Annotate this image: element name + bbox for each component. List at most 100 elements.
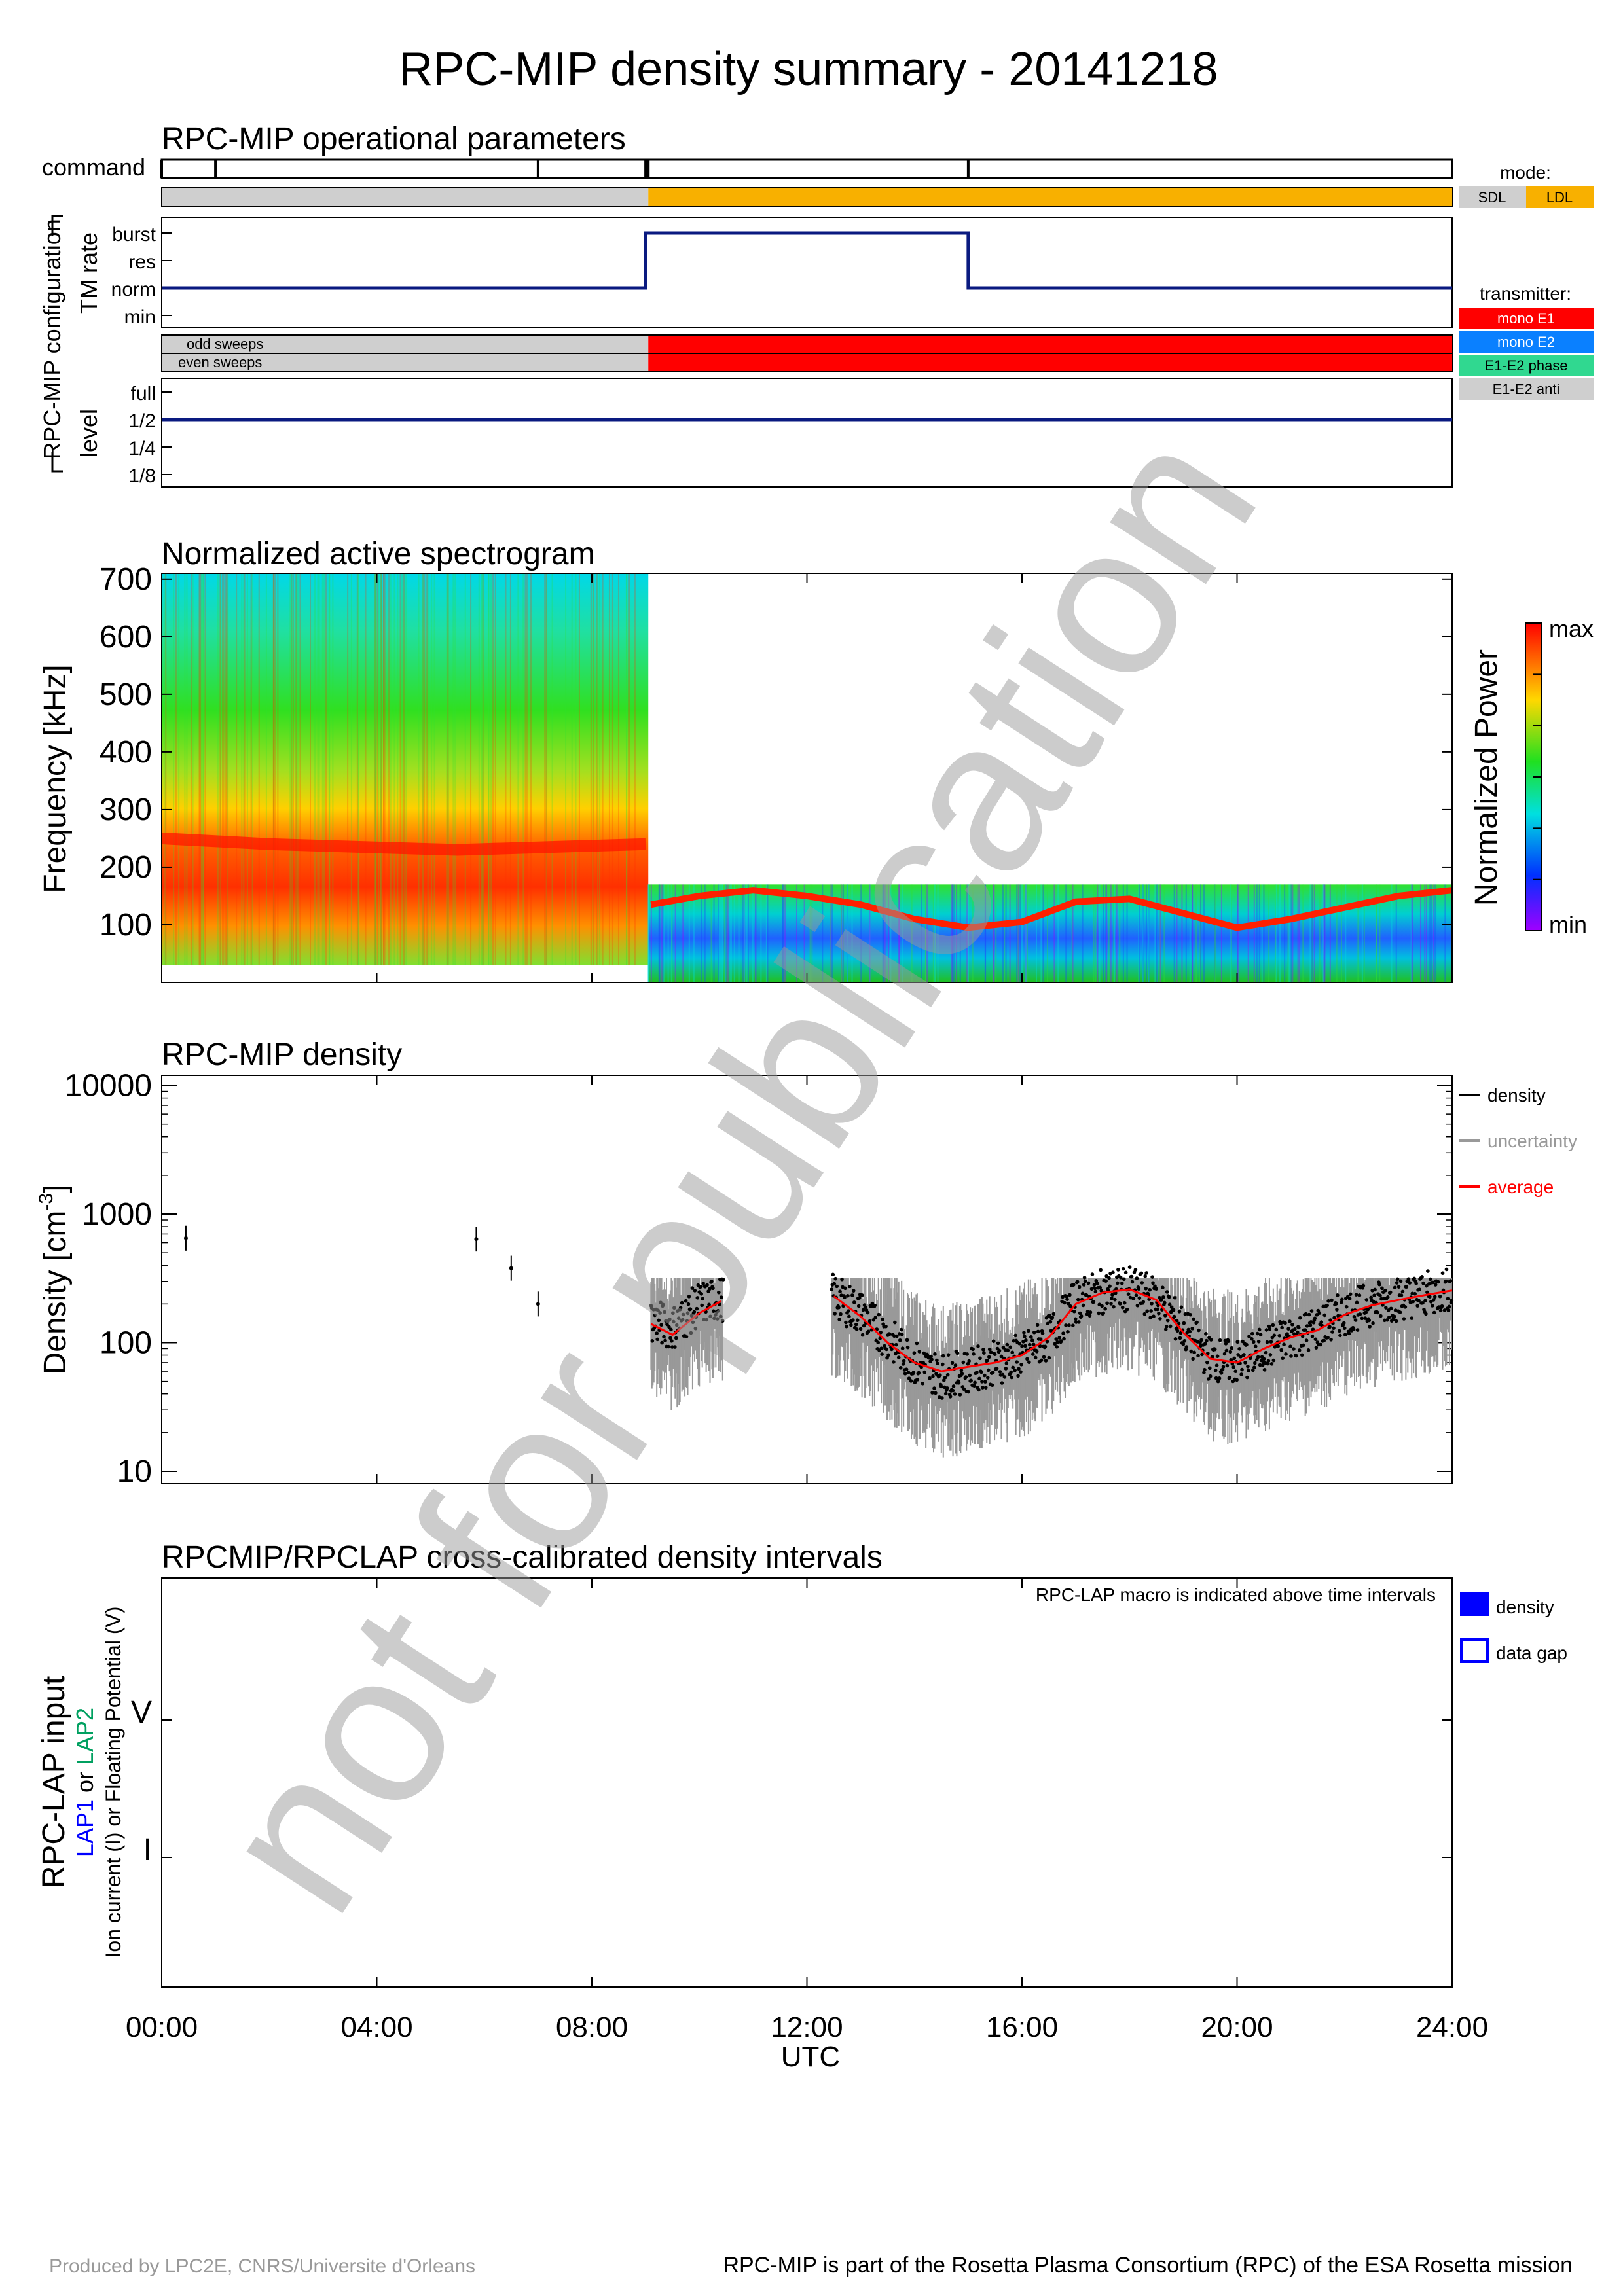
density-point (659, 1300, 663, 1304)
density-point (661, 1302, 665, 1307)
density-point (939, 1396, 944, 1400)
density-point (1332, 1326, 1336, 1331)
density-point (1433, 1283, 1438, 1287)
density-point (1247, 1335, 1251, 1338)
command-track (160, 158, 1453, 179)
density-point (975, 1371, 979, 1374)
density-point (1253, 1344, 1258, 1348)
density-point (1063, 1300, 1067, 1305)
density-point (692, 1310, 697, 1314)
density-point (1424, 1312, 1428, 1316)
density-point (708, 1314, 712, 1319)
density-point (1220, 1367, 1225, 1372)
density-point (1294, 1354, 1298, 1358)
density-point (705, 1283, 709, 1287)
density-ytick-100: 100 (100, 1325, 152, 1360)
density-point (921, 1381, 925, 1386)
tm-rate-label: TM rate (75, 232, 102, 314)
density-point (689, 1331, 693, 1335)
density-point (1245, 1375, 1249, 1380)
density-point (1017, 1367, 1021, 1371)
density-point (1442, 1308, 1447, 1312)
density-point (898, 1365, 903, 1370)
density-point (1088, 1310, 1093, 1314)
density-point (1360, 1316, 1364, 1321)
density-point (1167, 1302, 1172, 1306)
density-point (984, 1386, 988, 1390)
density-point (1421, 1300, 1425, 1305)
density-point (1105, 1301, 1109, 1306)
density-point (1235, 1378, 1239, 1382)
density-panel: RPC-MIP density 10000 1000 100 10 Density [… (35, 1037, 1577, 1489)
density-point (1059, 1339, 1063, 1343)
density-point (1277, 1333, 1282, 1338)
density-point (941, 1378, 946, 1382)
transmitter-legend-label-0: mono E1 (1497, 310, 1555, 327)
density-point (662, 1335, 666, 1339)
density-point (712, 1309, 716, 1314)
density-point (1444, 1267, 1449, 1272)
density-point (955, 1351, 960, 1355)
density-point (1055, 1345, 1059, 1349)
density-point (1307, 1312, 1311, 1317)
density-point (843, 1286, 847, 1291)
density-point (1034, 1350, 1039, 1354)
density-point (945, 1386, 949, 1390)
density-point (917, 1371, 921, 1375)
density-point (1104, 1274, 1108, 1278)
density-point (1067, 1323, 1071, 1327)
density-point (852, 1300, 856, 1304)
density-point (693, 1289, 697, 1293)
density-xticks (161, 1075, 1453, 1484)
density-point (1178, 1336, 1182, 1340)
density-point (1218, 1338, 1222, 1342)
density-point (673, 1345, 677, 1349)
spectrogram-image (161, 573, 1453, 982)
density-point (1099, 1268, 1103, 1272)
density-point (1225, 1363, 1230, 1368)
density-point (659, 1323, 663, 1327)
density-point (1130, 1280, 1135, 1284)
density-point (850, 1293, 854, 1297)
density-point (700, 1303, 704, 1308)
density-point (1438, 1294, 1442, 1299)
density-point (884, 1347, 888, 1352)
operational-title: RPC-MIP operational parameters (162, 122, 626, 156)
density-point (1246, 1365, 1250, 1369)
density-point (959, 1369, 964, 1372)
density-point (1208, 1374, 1213, 1378)
colorbar-min-label: min (1549, 911, 1587, 938)
density-point (1157, 1312, 1161, 1316)
density-point (945, 1372, 950, 1377)
density-point (1328, 1318, 1332, 1322)
density-point (839, 1312, 843, 1316)
density-point (1297, 1348, 1302, 1352)
density-point (719, 1295, 723, 1299)
density-point (863, 1305, 867, 1309)
density-point (1383, 1288, 1387, 1293)
density-point (1195, 1320, 1199, 1325)
density-point (1379, 1314, 1383, 1318)
density-point (663, 1338, 667, 1343)
density-point (983, 1373, 987, 1378)
density-point (1231, 1365, 1236, 1369)
density-point (1004, 1361, 1009, 1365)
density-point (1288, 1319, 1292, 1323)
density-point (1406, 1277, 1411, 1281)
density-point (1215, 1354, 1220, 1358)
density-point (1040, 1331, 1045, 1335)
density-point (668, 1317, 672, 1321)
density-point (1116, 1281, 1120, 1285)
lap-legend-gap: data gap (1496, 1643, 1567, 1663)
lap-legend-density-swatch (1460, 1592, 1489, 1616)
density-point (1330, 1298, 1334, 1302)
density-point (1109, 1302, 1113, 1306)
density-point (1367, 1318, 1371, 1323)
density-point (1351, 1327, 1356, 1331)
density-point (1372, 1293, 1376, 1297)
density-point (1110, 1296, 1114, 1300)
density-point (860, 1333, 865, 1337)
density-point (895, 1334, 899, 1338)
density-point (1249, 1356, 1252, 1361)
